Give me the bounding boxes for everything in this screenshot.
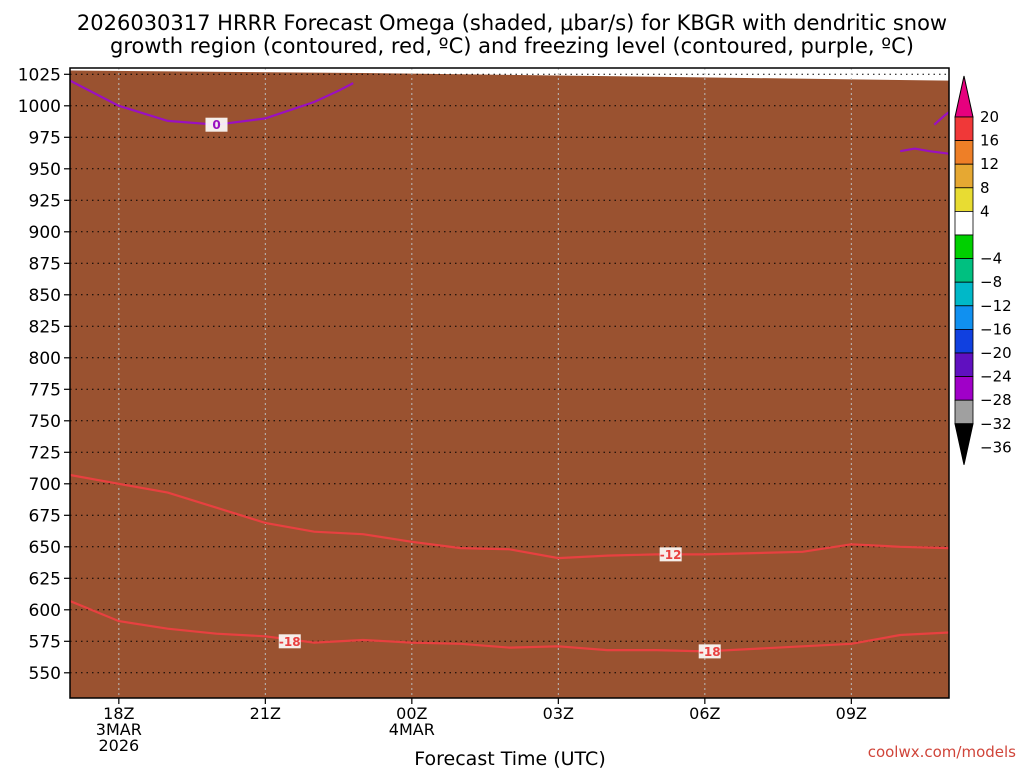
colorbar-bin-4-to-8 <box>954 187 974 212</box>
y-tick-label-650: 650 <box>29 538 61 558</box>
x-tick-label-09Z-0: 09Z <box>836 704 867 723</box>
y-tick-label-725: 725 <box>29 443 61 463</box>
dgz-upper-label-1: -18 <box>699 645 721 659</box>
colorbar-bin-12-to-16 <box>954 140 974 165</box>
y-tick-label-800: 800 <box>29 349 61 369</box>
y-tick-label-700: 700 <box>29 475 61 495</box>
ground <box>70 70 949 698</box>
y-tick-label-950: 950 <box>29 160 61 180</box>
dgz-upper-label-bg-1 <box>698 644 721 659</box>
x-tick-label-18Z-2: 2026 <box>98 736 139 755</box>
colorbar-tick-10: −24 <box>980 368 1012 386</box>
colorbar-tick-6: −8 <box>980 273 1002 291</box>
y-tick-label-825: 825 <box>29 317 61 337</box>
x-tick-label-06Z-0: 06Z <box>689 704 720 723</box>
colorbar-tick-8: −16 <box>980 320 1012 338</box>
colorbar-bin-16-to-20 <box>954 116 974 142</box>
x-tick-label-21Z-0: 21Z <box>250 704 281 723</box>
dgz-lower-line <box>70 473 949 560</box>
dgz-lower-label-0: -12 <box>660 548 682 562</box>
colorbar-bin-8-to-12 <box>954 163 974 189</box>
colorbar-tick-7: −12 <box>980 297 1012 315</box>
y-tick-label-575: 575 <box>29 632 61 652</box>
y-axis: 550 575 600 625 650 675 700 725 750 775 800 825 850 8… <box>18 65 70 684</box>
colorbar-arrow-bottom <box>954 423 974 465</box>
y-tick-label-875: 875 <box>29 254 61 274</box>
x-tick-label-03Z-0: 03Z <box>543 704 574 723</box>
dgz-upper-label-0: -18 <box>279 635 301 649</box>
contours: -18 -18 -12 0 <box>70 79 949 659</box>
freezing-level-right-line <box>900 147 949 155</box>
chart-title-line-1: 2026030317 HRRR Forecast Omega (shaded, … <box>77 11 947 35</box>
x-tick-label-18Z-0: 18Z <box>103 704 134 723</box>
freezing-level-label-bg-0 <box>205 117 228 132</box>
colorbar-tick-12: −32 <box>980 415 1012 433</box>
colorbar-tick-2: 12 <box>980 155 999 173</box>
dgz-upper-label-bg-0 <box>278 634 301 649</box>
colorbar: 20 16 12 8 4 −4 −8 −12 −16 −20 −24 −28 −32 −36 <box>954 75 1012 465</box>
grid <box>70 68 949 698</box>
y-tick-label-900: 900 <box>29 223 61 243</box>
y-tick-label-850: 850 <box>29 286 61 306</box>
colorbar-bin--24-to--20 <box>954 328 974 354</box>
y-tick-label-925: 925 <box>29 191 61 211</box>
y-tick-label-750: 750 <box>29 412 61 432</box>
colorbar-tick-0: 20 <box>980 108 999 126</box>
colorbar-tick-3: 8 <box>980 179 990 197</box>
plot-frame <box>69 67 950 699</box>
y-tick-label-600: 600 <box>29 601 61 621</box>
colorbar-bin--4-to-4 <box>954 210 974 236</box>
y-tick-label-675: 675 <box>29 506 61 526</box>
y-tick-label-625: 625 <box>29 569 61 589</box>
colorbar-tick-11: −28 <box>980 391 1012 409</box>
colorbar-bin--20-to--16 <box>954 305 974 330</box>
colorbar-tick-4: 4 <box>980 202 990 220</box>
colorbar-bin--32-to--28 <box>954 376 974 401</box>
ground-surface <box>70 70 949 698</box>
colorbar-bin--36-to--32 <box>954 399 974 425</box>
freezing-level-label-0: 0 <box>212 118 220 132</box>
x-axis-label: Forecast Time (UTC) <box>414 748 605 768</box>
y-tick-label-775: 775 <box>29 380 61 400</box>
colorbar-tick-13: −36 <box>980 438 1012 456</box>
colorbar-tick-1: 16 <box>980 132 999 150</box>
dgz-upper-line <box>70 599 949 653</box>
x-tick-label-00Z-1: 4MAR <box>389 720 435 739</box>
y-tick-label-1025: 1025 <box>18 65 61 85</box>
colorbar-bin--8-to--4 <box>954 234 974 260</box>
colorbar-tick-5: −4 <box>980 250 1002 268</box>
colorbar-bin--12-to--8 <box>954 258 974 283</box>
x-tick-label-18Z-1: 3MAR <box>96 720 142 739</box>
colorbar-bin--28-to--24 <box>954 352 974 378</box>
y-tick-label-1000: 1000 <box>18 97 61 117</box>
x-tick-label-00Z-0: 00Z <box>396 704 427 723</box>
y-tick-label-550: 550 <box>29 664 61 684</box>
credit-text[interactable]: coolwx.com/models <box>868 743 1016 761</box>
chart-title-line-2: growth region (contoured, red, ºC) and f… <box>110 34 914 58</box>
colorbar-bin--16-to--12 <box>954 281 974 307</box>
colorbar-tick-9: −20 <box>980 344 1012 362</box>
y-tick-label-975: 975 <box>29 128 61 148</box>
dgz-lower-label-bg-0 <box>659 547 682 562</box>
freezing-level-line <box>70 79 354 126</box>
freezing-level-right-lower-line <box>933 111 949 126</box>
